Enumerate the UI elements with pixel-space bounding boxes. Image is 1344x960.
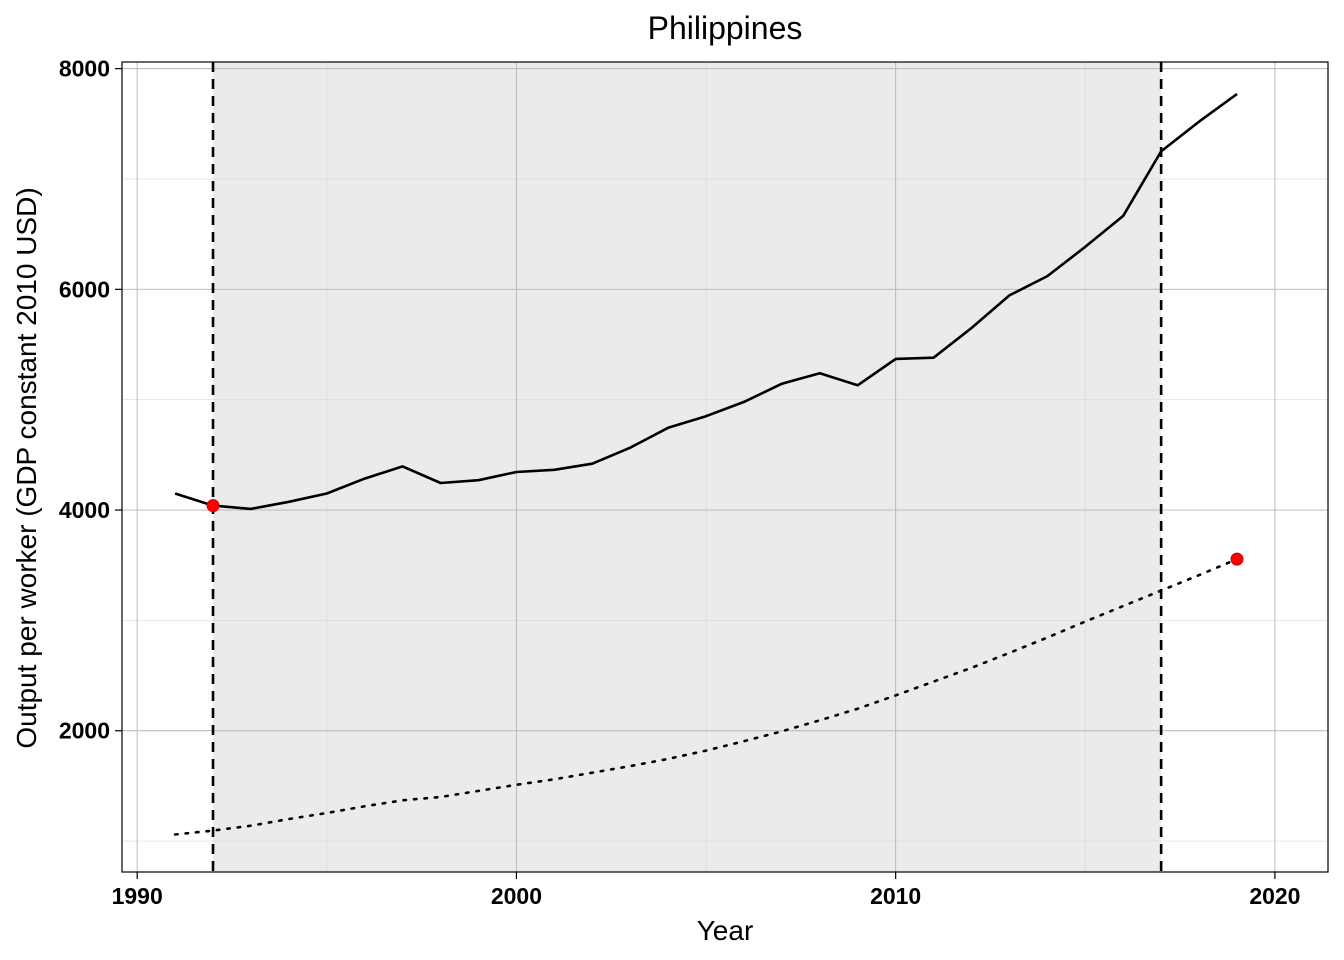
x-tick-label: 2020 bbox=[1249, 883, 1300, 909]
y-axis-label: Output per worker (GDP constant 2010 USD… bbox=[11, 187, 42, 748]
x-tick-label: 2010 bbox=[870, 883, 921, 909]
x-tick-label: 1990 bbox=[112, 883, 163, 909]
dotted-series-line bbox=[173, 557, 1239, 836]
x-axis-label: Year bbox=[697, 915, 754, 946]
plot-area: 1990 2000 2010 2020 2000 4000 6000 8000 bbox=[59, 56, 1329, 909]
y-tick-label: 8000 bbox=[59, 56, 110, 82]
plot-border bbox=[121, 61, 1329, 873]
x-tick-label: 2000 bbox=[491, 883, 542, 909]
solid-series-line bbox=[174, 92, 1238, 511]
shaded-region bbox=[213, 62, 1162, 872]
y-tick-label: 2000 bbox=[59, 718, 110, 744]
chart-title: Philippines bbox=[648, 10, 803, 46]
y-tick-label: 4000 bbox=[59, 497, 110, 523]
y-tick-label: 6000 bbox=[59, 276, 110, 302]
highlight-point bbox=[1230, 552, 1244, 566]
highlight-point bbox=[206, 499, 220, 513]
